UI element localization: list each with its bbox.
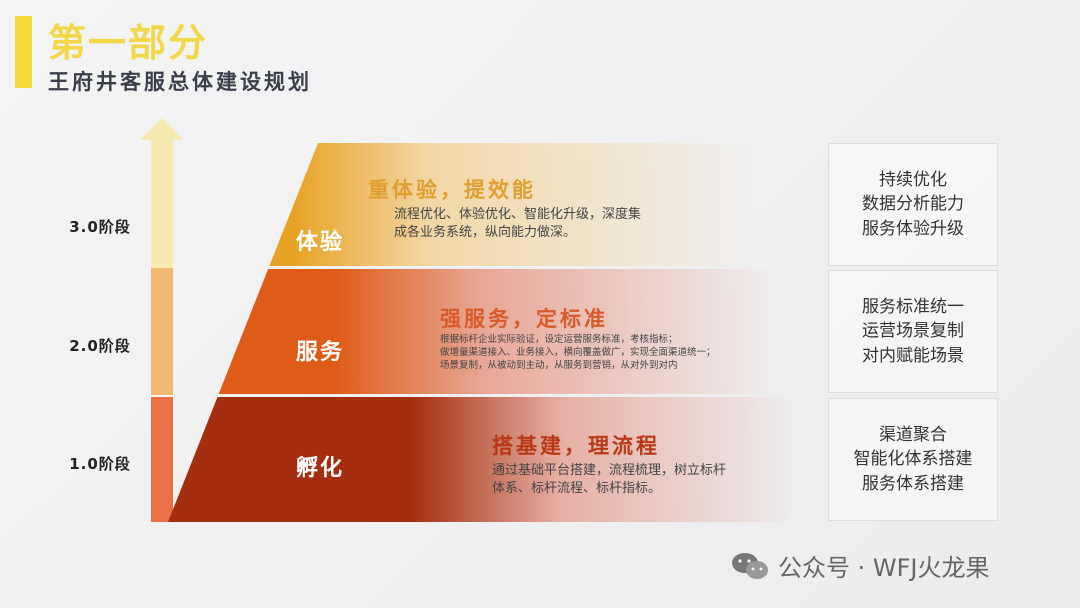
layer-heading: 搭基建，理流程 [492,434,660,458]
layer-desc-line: 体系、标杆流程、标杆指标。 [492,480,662,496]
layer-desc-line: 流程优化、体验优化、智能化升级，深度集 [394,207,642,222]
box-line: 智能化体系搭建 [853,449,973,470]
box-line: 运营场景复制 [862,321,964,342]
box-line: 服务体系搭建 [862,473,964,494]
summary-box-top: 持续优化 数据分析能力 服务体验升级 [828,143,998,266]
summary-box-middle: 服务标准统一 运营场景复制 对内赋能场景 [828,270,998,393]
layer-heading: 重体验，提效能 [368,178,536,202]
page-subtitle: 王府井客服总体建设规划 [48,70,312,94]
layer-name: 服务 [296,340,345,365]
summary-box-bottom: 渠道聚合 智能化体系搭建 服务体系搭建 [828,398,998,521]
layer-name: 体验 [296,230,345,255]
layer-desc-line: 成各业务系统，纵向能力做深。 [394,224,577,240]
arrow-up-icon [140,118,184,522]
wechat-icon [732,552,768,579]
section-title: 第一部分 [48,21,209,65]
title-accent-bar [15,16,32,88]
box-line: 服务体验升级 [862,218,964,239]
box-line: 持续优化 [879,169,947,190]
watermark: 公众号 · WFJ火龙果 [730,548,990,583]
layer-name: 孵化 [296,456,345,481]
box-line: 对内赋能场景 [862,345,964,366]
layer-desc-line: 做增量渠道接入、业务接入，横向覆盖做广，实现全面渠道统一； [440,346,716,358]
stage-label-2: 2.0阶段 [69,337,131,355]
box-line: 数据分析能力 [862,194,964,215]
layer-desc-line: 通过基础平台搭建，流程梳理，树立标杆 [492,463,727,478]
layer-heading: 强服务，定标准 [440,307,608,331]
stage-label-1: 1.0阶段 [69,455,131,473]
watermark-text: 公众号 · WFJ火龙果 [778,554,990,582]
box-line: 渠道聚合 [879,424,947,445]
layer-desc-line: 场景复制，从被动到主动，从服务到营销，从对外到对内 [440,359,678,371]
layer-desc-line: 根据标杆企业实际验证，设定运营服务标准，考核指标； [440,334,678,345]
stage-label-3: 3.0阶段 [69,218,131,236]
box-line: 服务标准统一 [862,296,964,317]
